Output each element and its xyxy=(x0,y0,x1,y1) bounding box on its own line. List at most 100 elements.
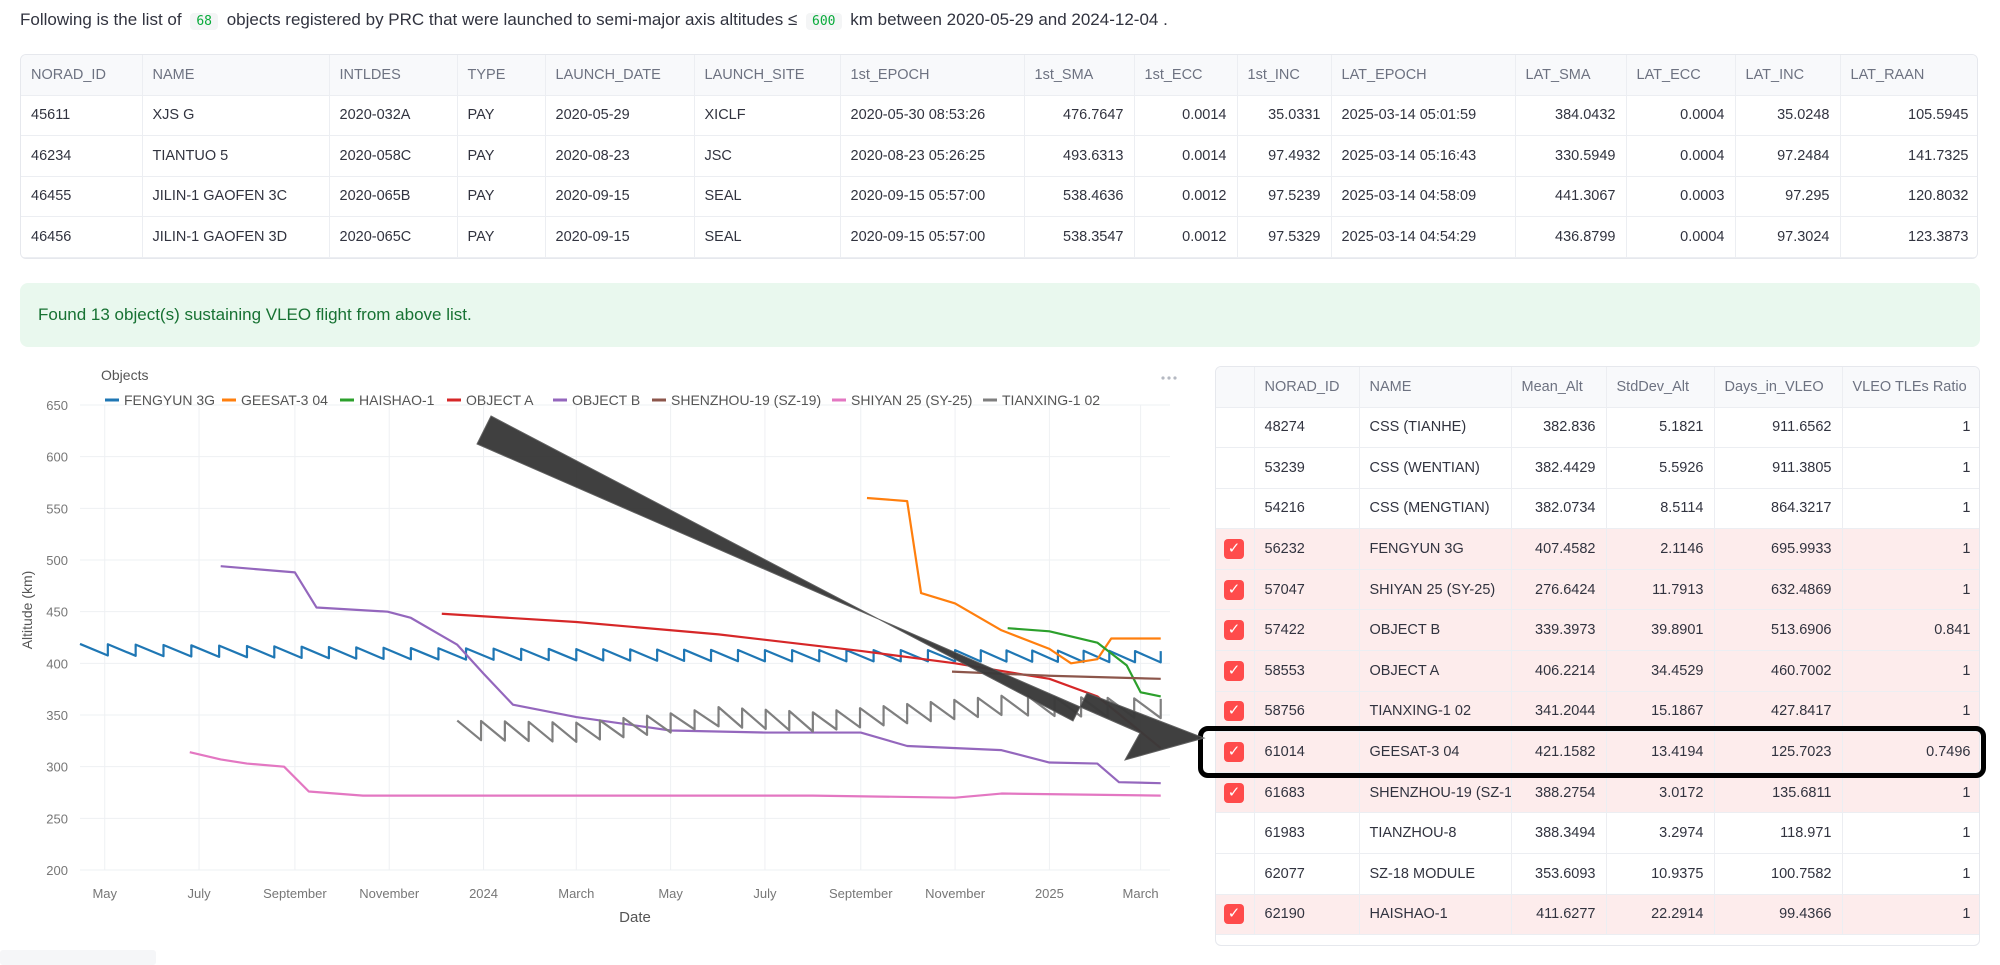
table-cell[interactable]: 0.0004 xyxy=(1626,95,1736,137)
table-cell[interactable]: 54216 xyxy=(1254,488,1360,530)
table-cell[interactable]: 39.8901 xyxy=(1606,609,1715,652)
column-header[interactable]: 1st_SMA xyxy=(1024,55,1135,96)
table-cell[interactable]: 1 xyxy=(1842,569,1979,611)
table-cell[interactable]: 2020-05-29 xyxy=(545,95,695,137)
legend-entry[interactable]: TIANXING-1 02 xyxy=(1002,392,1100,408)
table-cell[interactable]: 0.0003 xyxy=(1626,176,1736,218)
table-cell[interactable]: 22.2914 xyxy=(1606,894,1715,936)
table-cell[interactable]: 384.0432 xyxy=(1515,95,1627,137)
table-cell[interactable]: 61014 xyxy=(1254,731,1360,773)
table-cell[interactable]: 436.8799 xyxy=(1515,216,1627,258)
column-header[interactable]: LAUNCH_SITE xyxy=(694,55,841,96)
table-cell[interactable]: 538.4636 xyxy=(1024,176,1135,218)
table-cell[interactable]: 97.5239 xyxy=(1237,176,1332,218)
column-header[interactable]: NORAD_ID xyxy=(21,55,143,96)
table-cell[interactable]: 97.5329 xyxy=(1237,216,1332,258)
table-cell[interactable]: 13.4194 xyxy=(1606,731,1715,773)
table-cell[interactable]: 2020-09-15 05:57:00 xyxy=(840,176,1025,218)
table-cell[interactable]: 513.6906 xyxy=(1714,609,1843,652)
table-cell[interactable]: 57422 xyxy=(1254,609,1360,652)
table-cell[interactable]: CSS (TIANHE) xyxy=(1359,407,1512,449)
table-cell[interactable]: 632.4869 xyxy=(1714,569,1843,611)
column-header[interactable]: StdDev_Alt xyxy=(1606,367,1715,408)
table-cell[interactable]: 330.5949 xyxy=(1515,135,1627,177)
table-cell[interactable]: 441.3067 xyxy=(1515,176,1627,218)
row-select-cell[interactable]: ✓ xyxy=(1216,569,1255,611)
table-cell[interactable]: 100.7582 xyxy=(1714,853,1843,895)
table-cell[interactable]: 0.0014 xyxy=(1134,95,1238,137)
row-select-cell[interactable]: ✓ xyxy=(1216,691,1255,733)
column-header[interactable]: 1st_EPOCH xyxy=(840,55,1025,96)
table-cell[interactable]: 62190 xyxy=(1254,894,1360,936)
table-cell[interactable]: 5.5926 xyxy=(1606,447,1715,489)
row-select-cell[interactable]: ✓ xyxy=(1216,894,1255,936)
row-select-cell[interactable] xyxy=(1216,853,1255,895)
table-cell[interactable]: PAY xyxy=(457,135,546,177)
table-cell[interactable]: 35.0331 xyxy=(1237,95,1332,137)
table-cell[interactable]: 911.3805 xyxy=(1714,447,1843,489)
row-select-cell[interactable] xyxy=(1216,407,1255,449)
table-cell[interactable]: 2020-032A xyxy=(329,95,458,137)
table-cell[interactable]: 341.2044 xyxy=(1511,691,1607,733)
table-cell[interactable]: 1 xyxy=(1842,650,1979,692)
column-header[interactable]: Mean_Alt xyxy=(1511,367,1607,408)
row-select-cell[interactable]: ✓ xyxy=(1216,528,1255,570)
table-cell[interactable]: JILIN-1 GAOFEN 3C xyxy=(142,176,330,218)
table-cell[interactable]: 57047 xyxy=(1254,569,1360,611)
column-header[interactable]: NAME xyxy=(142,55,330,96)
table-cell[interactable]: 125.7023 xyxy=(1714,731,1843,773)
table-cell[interactable]: CSS (WENTIAN) xyxy=(1359,447,1512,489)
table-cell[interactable]: 382.0734 xyxy=(1511,488,1607,530)
table-row[interactable]: ✓ 61014 GEESAT-3 04 421.1582 13.4194 125.7023… xyxy=(1216,731,1979,773)
table-cell[interactable]: XJS G xyxy=(142,95,330,137)
check-icon[interactable]: ✓ xyxy=(1224,539,1244,560)
table-cell[interactable]: 58553 xyxy=(1254,650,1360,692)
legend-entry[interactable]: SHENZHOU-19 (SZ-19) xyxy=(671,392,821,408)
row-select-cell[interactable]: ✓ xyxy=(1216,731,1255,773)
table-cell[interactable]: FENGYUN 3G xyxy=(1359,528,1512,570)
table-row[interactable]: ✓ 62190 HAISHAO-1 411.6277 22.2914 99.4366 1 xyxy=(1216,894,1979,936)
table-cell[interactable]: 123.3873 xyxy=(1840,216,1977,258)
table-cell[interactable]: 864.3217 xyxy=(1714,488,1843,530)
check-icon[interactable]: ✓ xyxy=(1224,904,1244,925)
table-cell[interactable]: JILIN-1 GAOFEN 3D xyxy=(142,216,330,258)
table-cell[interactable]: 1 xyxy=(1842,447,1979,489)
table-cell[interactable]: PAY xyxy=(457,95,546,137)
chart-legend[interactable]: Objects FENGYUN 3G GEESAT-3 04 HAISHAO-1 OB… xyxy=(101,367,1100,408)
table-cell[interactable]: OBJECT B xyxy=(1359,609,1512,652)
table-cell[interactable]: 0.841 xyxy=(1842,609,1979,652)
check-icon[interactable]: ✓ xyxy=(1224,579,1244,600)
table-cell[interactable]: 2020-065C xyxy=(329,216,458,258)
table-cell[interactable]: 99.4366 xyxy=(1714,894,1843,936)
table-cell[interactable]: 2025-03-14 04:54:29 xyxy=(1331,216,1516,258)
table-cell[interactable]: 0.0004 xyxy=(1626,135,1736,177)
row-select-cell[interactable] xyxy=(1216,488,1255,530)
column-header[interactable]: NORAD_ID xyxy=(1254,367,1360,408)
table-cell[interactable]: TIANXING-1 02 xyxy=(1359,691,1512,733)
table-cell[interactable]: 1 xyxy=(1842,488,1979,530)
table-row[interactable]: 48274 CSS (TIANHE) 382.836 5.1821 911.6562 1 xyxy=(1216,407,1979,449)
table-cell[interactable]: 339.3973 xyxy=(1511,609,1607,652)
table-cell[interactable]: 388.2754 xyxy=(1511,772,1607,814)
table-cell[interactable]: 46234 xyxy=(21,135,143,177)
column-header[interactable]: LAT_INC xyxy=(1735,55,1841,96)
column-header[interactable]: VLEO TLEs Ratio xyxy=(1842,367,1979,408)
table-row[interactable]: ✓ 58553 OBJECT A 406.2214 34.4529 460.7002 1 xyxy=(1216,650,1979,692)
table-cell[interactable]: 1 xyxy=(1842,853,1979,895)
table-cell[interactable]: 2020-08-23 xyxy=(545,135,695,177)
legend-entry[interactable]: FENGYUN 3G xyxy=(124,392,215,408)
row-select-cell[interactable]: ✓ xyxy=(1216,772,1255,814)
table-cell[interactable]: SEAL xyxy=(694,216,841,258)
table-cell[interactable]: 2020-09-15 xyxy=(545,176,695,218)
table-cell[interactable]: 0.0004 xyxy=(1626,216,1736,258)
ellipsis-icon[interactable] xyxy=(1161,376,1177,380)
row-select-cell[interactable]: ✓ xyxy=(1216,609,1255,652)
column-header[interactable]: Days_in_VLEO xyxy=(1714,367,1843,408)
column-header[interactable]: LAUNCH_DATE xyxy=(545,55,695,96)
table-cell[interactable]: 15.1867 xyxy=(1606,691,1715,733)
table-cell[interactable]: 46455 xyxy=(21,176,143,218)
table-cell[interactable]: 2020-08-23 05:26:25 xyxy=(840,135,1025,177)
table-cell[interactable]: 407.4582 xyxy=(1511,528,1607,570)
column-header[interactable]: NAME xyxy=(1359,367,1512,408)
table-cell[interactable]: JSC xyxy=(694,135,841,177)
